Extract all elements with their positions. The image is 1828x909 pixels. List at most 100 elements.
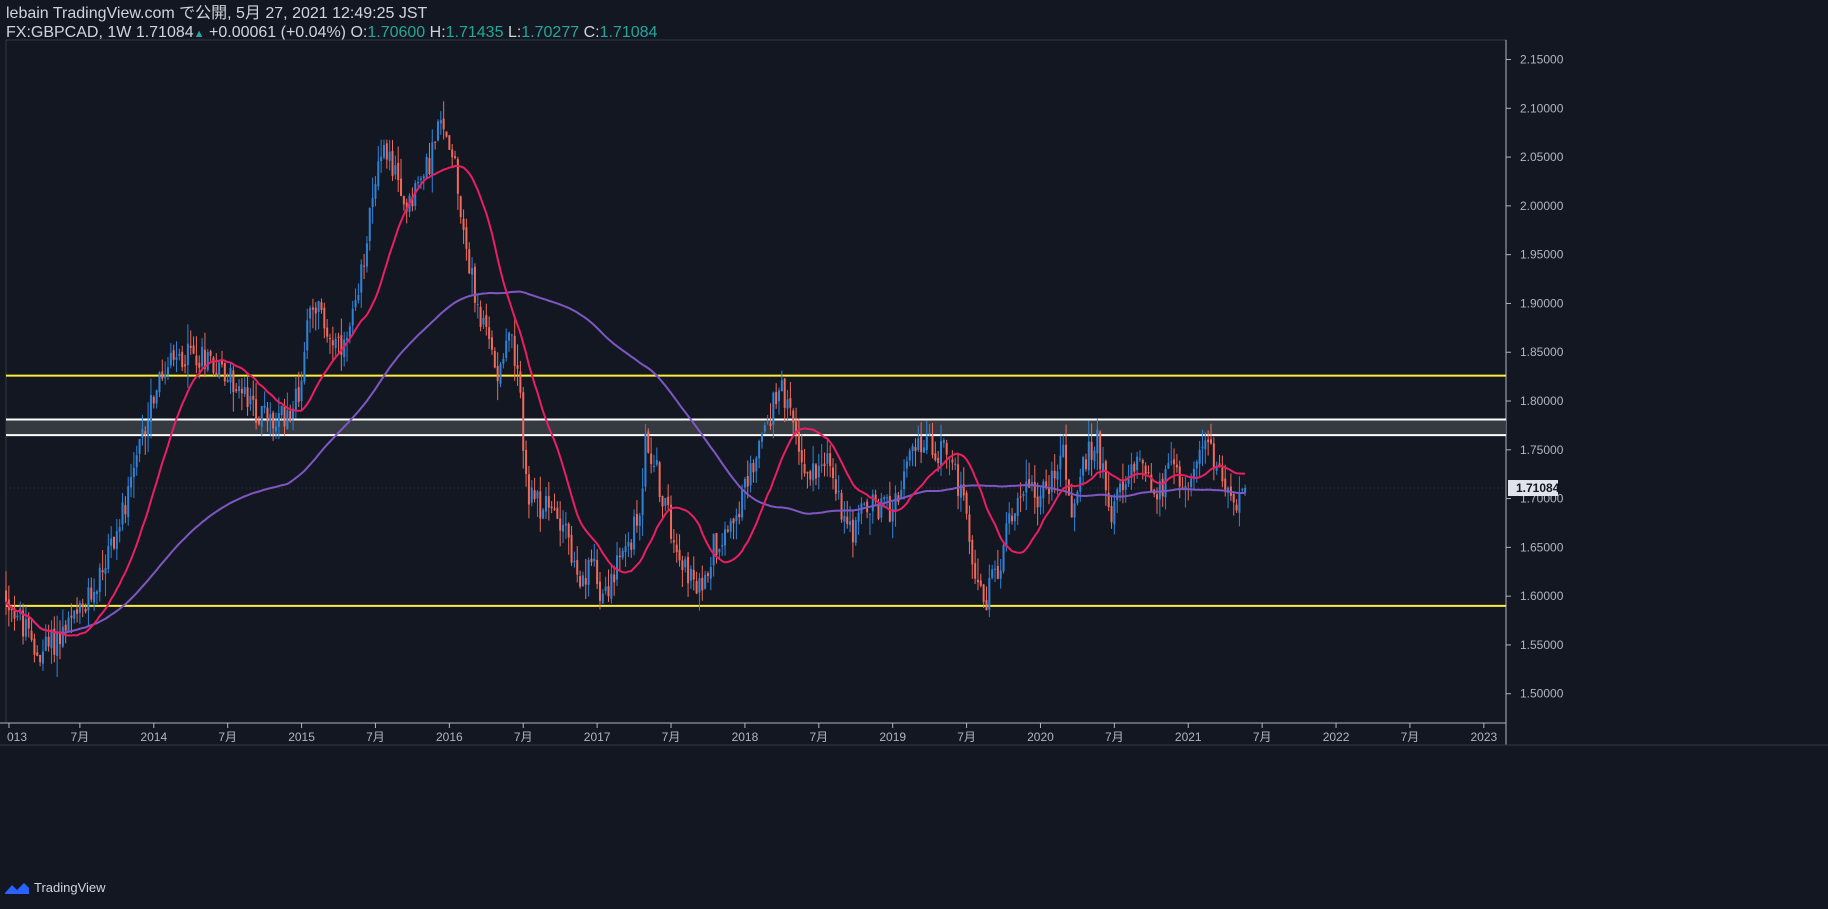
candle-body [1207,439,1210,443]
candle-body [976,579,979,583]
candle-body [829,453,832,467]
candle-body [769,423,772,427]
candle-body [1011,515,1014,522]
candle-body [130,476,133,488]
candle-body [880,498,883,518]
candle-body [1093,450,1096,462]
candle-body [246,387,249,408]
candle-body [704,574,707,589]
candle-body [996,565,999,579]
candle-body [328,338,331,340]
candle-body [809,471,812,480]
candle-body [954,463,957,466]
candle-body [50,629,53,649]
candle-body [434,141,437,143]
candle-body [652,466,655,468]
candle-body [618,555,621,557]
candle-body [641,488,644,516]
candle-body [309,307,312,319]
candle-body [115,531,118,550]
candle-body [1050,470,1053,493]
candle-body [1107,492,1110,508]
candle-body [220,359,223,365]
candle-body [638,515,641,526]
candle-body [806,472,809,474]
candle-body [678,549,681,561]
candle-body [991,569,994,579]
candle-body [81,603,84,608]
candle-body [16,615,19,618]
candle-body [419,178,422,180]
candle-body [243,387,246,395]
fast-moving-average-line [5,164,1246,637]
candle-body [377,161,380,187]
candle-body [1158,480,1161,500]
candle-body [940,441,943,466]
candle-body [633,516,636,550]
candle-body [1022,493,1025,497]
candle-body [1173,459,1176,465]
candle-body [95,591,98,595]
candle-body [104,567,107,574]
candle-body [1138,458,1141,460]
time-tick-label: 2014 [140,730,167,744]
candle-body [928,433,931,435]
candle-body [499,363,502,384]
candle-body [502,358,505,364]
candle-body [1238,492,1241,513]
price-tick-label: 1.60000 [1520,589,1564,603]
candle-body [47,636,50,647]
candle-body [374,184,377,199]
candle-body [914,447,917,451]
candle-body [78,603,81,613]
candle-body [149,395,152,423]
candle-body [792,410,795,423]
candle-body [300,380,303,402]
candle-body [1195,461,1198,469]
candle-body [724,529,727,546]
tradingview-logo-icon [5,882,29,894]
chart-header: lebain TradingView.com で公開, 5月 27, 2021 … [6,4,657,44]
candle-body [101,570,104,573]
time-tick-label: 7月 [809,730,828,744]
candle-body [550,506,553,509]
candle-body [1215,465,1218,471]
candle-body [931,435,934,456]
time-tick-label: 2017 [584,730,611,744]
candle-body [530,487,533,503]
candle-body [337,336,340,339]
candle-body [348,326,351,337]
candle-body [493,350,496,368]
candle-body [385,143,388,160]
candle-body [968,514,971,542]
tradingview-brand: TradingView [4,880,106,895]
time-tick-label: 7月 [957,730,976,744]
candle-body [454,156,457,158]
candle-body [158,372,161,393]
candle-body [1127,476,1130,484]
candle-body [758,441,761,459]
candle-body [851,519,854,543]
candle-body [297,387,300,402]
candle-body [354,300,357,308]
candle-body [604,586,607,591]
candle-body [962,484,965,496]
candle-body [1212,443,1215,469]
price-tick-label: 1.50000 [1520,687,1564,701]
candle-body [630,542,633,550]
candle-body [303,352,306,382]
candle-body [1036,496,1039,508]
candle-body [53,628,56,655]
candle-body [1033,481,1036,498]
candle-body [988,578,991,610]
candle-body [579,576,582,587]
candle-body [598,581,601,601]
candle-body [570,534,573,563]
candle-body [789,398,792,408]
candle-body [1090,441,1093,460]
brand-label: TradingView [34,880,106,895]
candle-body [201,346,204,367]
candle-body [721,545,724,547]
time-tick-label: 7月 [1253,730,1272,744]
